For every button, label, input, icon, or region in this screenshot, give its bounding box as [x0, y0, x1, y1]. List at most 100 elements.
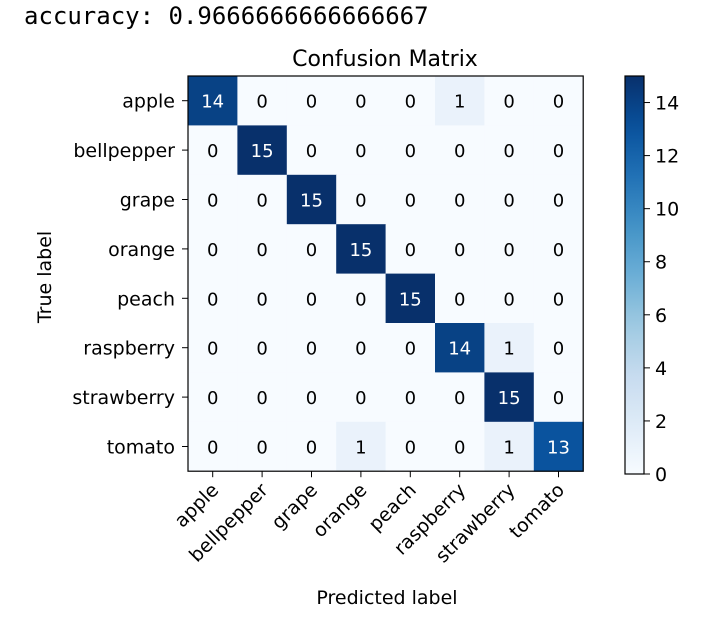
y-tick-label: peach — [117, 288, 175, 310]
heatmap-cell — [435, 421, 485, 472]
cell-value-label: 15 — [399, 289, 422, 310]
heatmap-cell — [336, 224, 387, 275]
cell-value-label: 1 — [503, 438, 514, 459]
heatmap-cell — [533, 372, 584, 423]
cell-value-label: 0 — [454, 240, 465, 261]
colorbar-tick-label: 12 — [655, 146, 679, 168]
heatmap-cell — [435, 174, 485, 225]
colorbar-tick-label: 2 — [655, 411, 667, 433]
y-tick-label: apple — [122, 91, 175, 113]
cell-value-label: 0 — [207, 388, 218, 409]
cell-value-label: 13 — [547, 438, 570, 459]
colorbar-gradient — [625, 76, 644, 474]
heatmap-cell — [385, 323, 436, 373]
cell-value-label: 14 — [448, 339, 471, 360]
cell-value-label: 0 — [306, 141, 317, 162]
heatmap-cell — [286, 273, 337, 324]
heatmap-cell — [237, 224, 288, 275]
cell-value-label: 0 — [405, 438, 416, 459]
cell-value-label: 0 — [454, 289, 465, 310]
cell-value-label: 0 — [207, 289, 218, 310]
heatmap-cell — [286, 125, 337, 176]
colorbar-frame — [624, 75, 645, 475]
heatmap-cell — [385, 421, 436, 472]
cell-value-label: 0 — [553, 339, 564, 360]
heatmap-cell — [237, 421, 288, 472]
cell-value-label: 0 — [256, 92, 267, 113]
heatmap-cell — [237, 372, 288, 423]
heatmap-cell — [336, 372, 387, 423]
cell-value-label: 0 — [207, 141, 218, 162]
heatmap-cell — [435, 323, 485, 373]
heatmap-cell — [237, 323, 288, 373]
colorbar-tick-label: 8 — [655, 252, 667, 274]
cell-value-label: 1 — [355, 438, 366, 459]
chart-title: Confusion Matrix — [292, 47, 478, 72]
cell-value-label: 0 — [256, 388, 267, 409]
heatmap-cell — [286, 224, 337, 275]
cell-value-label: 0 — [454, 388, 465, 409]
cell-value-label: 0 — [503, 92, 514, 113]
heatmap-cell — [484, 372, 535, 423]
heatmap-cell — [435, 273, 485, 324]
y-tick-label: grape — [120, 190, 175, 212]
cell-value-label: 0 — [256, 438, 267, 459]
colorbar-tick-label: 0 — [655, 464, 667, 486]
colorbar-tick-label: 14 — [655, 93, 679, 115]
heatmap-cell — [188, 372, 238, 423]
heatmap-cell — [533, 323, 584, 373]
x-axis-ticks: applebellpeppergrapeorangepeachraspberry… — [170, 471, 569, 567]
cell-value-label: 0 — [553, 92, 564, 113]
cell-value-label: 0 — [355, 92, 366, 113]
heatmap-cell — [286, 323, 337, 373]
heatmap-cell — [435, 372, 485, 423]
heatmap-cell — [286, 421, 337, 472]
heatmap-cell — [484, 323, 535, 373]
cell-value-label: 0 — [454, 141, 465, 162]
cell-value-label: 0 — [256, 191, 267, 212]
y-tick-label: orange — [108, 239, 175, 261]
cell-value-label: 0 — [405, 339, 416, 360]
cell-value-label: 0 — [207, 191, 218, 212]
cell-value-label: 1 — [503, 339, 514, 360]
heatmap-cell — [188, 174, 238, 225]
cell-value-label: 0 — [355, 339, 366, 360]
heatmap-cell — [533, 174, 584, 225]
cell-value-label: 0 — [355, 289, 366, 310]
cell-value-label: 15 — [498, 388, 521, 409]
heatmap-cell — [435, 224, 485, 275]
heatmap-cell — [286, 174, 337, 225]
colorbar: 0 2 4 6 8 10 12 14 — [624, 75, 679, 486]
cell-value-label: 0 — [454, 438, 465, 459]
heatmap-cells — [188, 76, 584, 472]
cell-value-label: 0 — [355, 388, 366, 409]
heatmap-cell — [336, 174, 387, 225]
x-tick-label: orange — [309, 479, 372, 542]
cell-value-label: 15 — [251, 141, 274, 162]
cell-value-label: 0 — [405, 92, 416, 113]
colorbar-tick-label: 4 — [655, 358, 667, 380]
x-axis-label: Predicted label — [316, 587, 457, 609]
cell-value-label: 0 — [207, 438, 218, 459]
heatmap-cell — [188, 323, 238, 373]
y-tick-label: bellpepper — [73, 140, 175, 162]
heatmap-cell — [385, 174, 436, 225]
cell-value-label: 0 — [405, 141, 416, 162]
heatmap-cell — [484, 125, 535, 176]
heatmap-cell — [188, 125, 238, 176]
cell-value-label: 0 — [553, 141, 564, 162]
heatmap-cell — [237, 174, 288, 225]
cell-value-label: 0 — [405, 240, 416, 261]
heatmap-cell — [385, 372, 436, 423]
cell-value-label: 0 — [355, 141, 366, 162]
heatmap-cell — [533, 125, 584, 176]
cell-value-label: 0 — [306, 92, 317, 113]
heatmap-cell — [484, 273, 535, 324]
y-tick-label: raspberry — [83, 338, 175, 360]
heatmap-cell — [385, 125, 436, 176]
cell-value-label: 0 — [503, 240, 514, 261]
y-axis-label: True label — [34, 231, 56, 324]
heatmap-cell — [435, 125, 485, 176]
y-tick-label: strawberry — [72, 387, 175, 409]
